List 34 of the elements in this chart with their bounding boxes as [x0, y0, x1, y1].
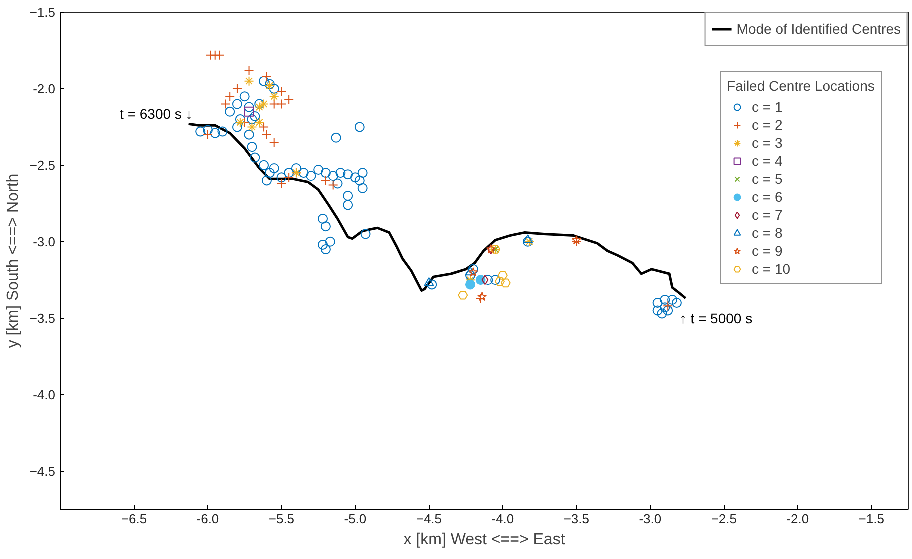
- legend-title: Failed Centre Locations: [727, 78, 875, 94]
- legend-label: c = 1: [752, 99, 783, 115]
- annotation: ↑ t = 5000 s: [680, 310, 753, 326]
- x-tick-label: −2.5: [711, 512, 737, 526]
- y-tick-label: −2.5: [30, 158, 56, 173]
- y-tick-label: -2.0: [33, 81, 56, 96]
- y-axis-title: y [km] South <==> North: [4, 174, 22, 348]
- annotation: t = 6300 s ↓: [120, 106, 193, 122]
- x-tick-label: -3.0: [639, 512, 662, 526]
- legend-label: c = 7: [752, 207, 783, 223]
- x-axis-title: x [km] West <==> East: [404, 532, 566, 548]
- legend-label: c = 2: [752, 117, 783, 133]
- y-tick-label: −1.5: [30, 5, 56, 20]
- x-tick-label: -2.0: [786, 512, 810, 526]
- legend-label: c = 3: [752, 135, 783, 151]
- x-tick-label: −1.5: [858, 512, 884, 526]
- y-tick-label: −3.5: [30, 310, 56, 326]
- legend-label: c = 4: [752, 153, 783, 169]
- legend-label: c = 8: [752, 225, 783, 241]
- y-tick-label: -3.0: [33, 234, 56, 250]
- y-tick-label: -4.0: [33, 387, 56, 402]
- legend-label: c = 6: [752, 189, 783, 205]
- x-tick-label: -5.0: [344, 512, 367, 526]
- x-tick-label: -4.0: [492, 512, 514, 526]
- legend-label: c = 5: [752, 171, 783, 187]
- legend-label: Mode of Identified Centres: [736, 21, 901, 37]
- y-tick-label: −4.5: [30, 464, 56, 479]
- x-tick-label: −3.5: [564, 512, 590, 526]
- x-tick-label: −6.5: [121, 512, 148, 526]
- legend-label: c = 9: [752, 243, 783, 259]
- x-tick-label: -6.0: [196, 512, 220, 526]
- x-tick-label: −5.5: [268, 512, 295, 526]
- x-tick-label: −4.5: [416, 512, 442, 526]
- legend-label: c = 10: [752, 261, 791, 277]
